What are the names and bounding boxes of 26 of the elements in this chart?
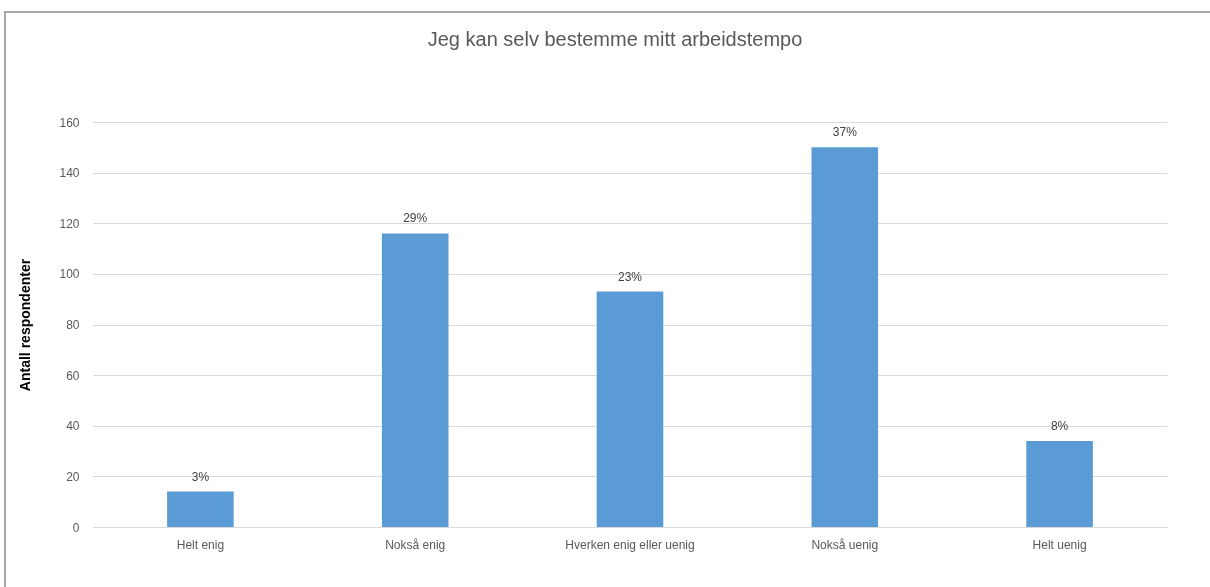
bar bbox=[811, 147, 879, 527]
x-tick-label: Nokså enig bbox=[385, 537, 446, 552]
annotation: 37% bbox=[832, 125, 858, 140]
y-tick-label: 120 bbox=[59, 216, 80, 231]
x-tick-label: Helt enig bbox=[176, 537, 225, 552]
annotation: 8% bbox=[1050, 418, 1069, 433]
y-tick-label: 20 bbox=[66, 469, 80, 484]
annotation: 3% bbox=[191, 469, 210, 484]
y-tick-label: 0 bbox=[72, 520, 80, 535]
bar bbox=[596, 291, 664, 527]
x-tick-label: Helt uenig bbox=[1032, 537, 1087, 552]
y-tick-label: 60 bbox=[66, 368, 80, 383]
x-tick-label: Hverken enig eller uenig bbox=[565, 537, 695, 552]
y-tick-label: 100 bbox=[59, 267, 80, 282]
y-tick-label: 40 bbox=[66, 419, 80, 434]
annotation: 23% bbox=[617, 269, 643, 284]
y-tick-label: 140 bbox=[59, 166, 80, 181]
bar bbox=[381, 233, 449, 527]
y-axis-title: Antall respondenter bbox=[17, 258, 34, 392]
y-tick-label: 80 bbox=[66, 318, 80, 332]
y-tick-label: 160 bbox=[59, 115, 80, 130]
x-tick-label: Nokså uenig bbox=[811, 537, 879, 552]
annotation: 29% bbox=[403, 211, 428, 226]
bar bbox=[167, 491, 234, 527]
chart-title: Jeg kan selv bestemme mitt arbeidstempo bbox=[427, 28, 803, 50]
bar bbox=[1026, 440, 1093, 527]
